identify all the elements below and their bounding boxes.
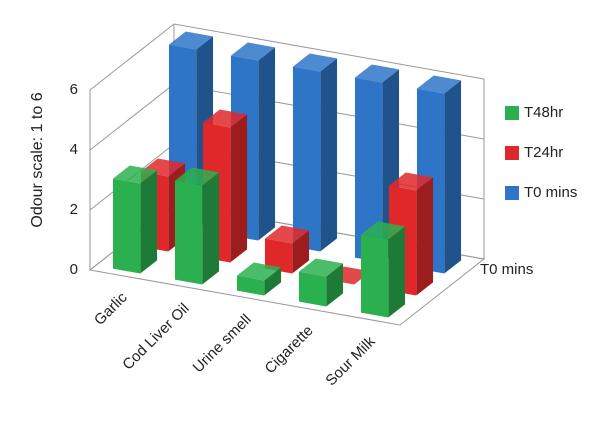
bar-side (230, 114, 248, 263)
bar (360, 221, 406, 318)
y-tick-label: 2 (70, 201, 78, 218)
bar-side (264, 267, 282, 296)
bar-top (292, 53, 338, 72)
bar-front (236, 275, 265, 296)
bar-front (354, 77, 383, 263)
bar-top (230, 42, 276, 61)
bar (236, 262, 282, 296)
bar-front (360, 234, 389, 318)
bar (298, 258, 344, 307)
bar-top (236, 262, 282, 281)
y-tick-label: 0 (70, 261, 78, 278)
legend-label: T24hr (524, 144, 563, 161)
legend-label: T48hr (524, 104, 563, 121)
bar-top (388, 172, 434, 191)
y-tick-label: 6 (70, 81, 78, 98)
bar-top (360, 221, 406, 240)
bar-side (258, 47, 276, 241)
x-tick-label: Cigarette (262, 322, 317, 377)
bar (292, 53, 338, 252)
bar-top (112, 165, 158, 184)
x-tick-label: Sour Milk (322, 333, 379, 390)
bar (112, 165, 158, 274)
bar-side (320, 58, 338, 252)
bar-top (264, 225, 310, 244)
y-tick-label: 4 (70, 141, 78, 158)
bar-front (112, 178, 141, 274)
x-tick-label: Urine smell (190, 311, 255, 376)
bar-side (444, 80, 462, 274)
bar-side (416, 177, 434, 296)
bar-front (264, 238, 293, 274)
x-tick-label: Garlic (91, 289, 131, 329)
bar-front (174, 180, 203, 285)
bar (174, 167, 220, 285)
bar-top (298, 258, 344, 277)
bar-front (298, 271, 327, 307)
legend-swatch (505, 186, 519, 200)
bar-side (140, 170, 158, 274)
legend-swatch (505, 106, 519, 120)
bar-top (416, 75, 462, 94)
depth-tick-label: T0 mins (480, 261, 533, 278)
y-axis-title: Odour scale: 1 to 6 (29, 92, 46, 227)
bar (264, 225, 310, 274)
legend-swatch (505, 146, 519, 160)
legend-label: T0 mins (524, 184, 577, 201)
bar-top (168, 31, 214, 50)
x-tick-label: Cod Liver Oil (119, 300, 192, 373)
bar-front (292, 66, 321, 252)
grid-line (89, 23, 485, 91)
bar-top (174, 167, 220, 186)
bar-top (202, 109, 248, 128)
bar-side (388, 226, 406, 318)
bar-top (354, 64, 400, 83)
bar-side (202, 172, 220, 285)
bar-side (326, 263, 344, 307)
bar-side (292, 230, 310, 274)
